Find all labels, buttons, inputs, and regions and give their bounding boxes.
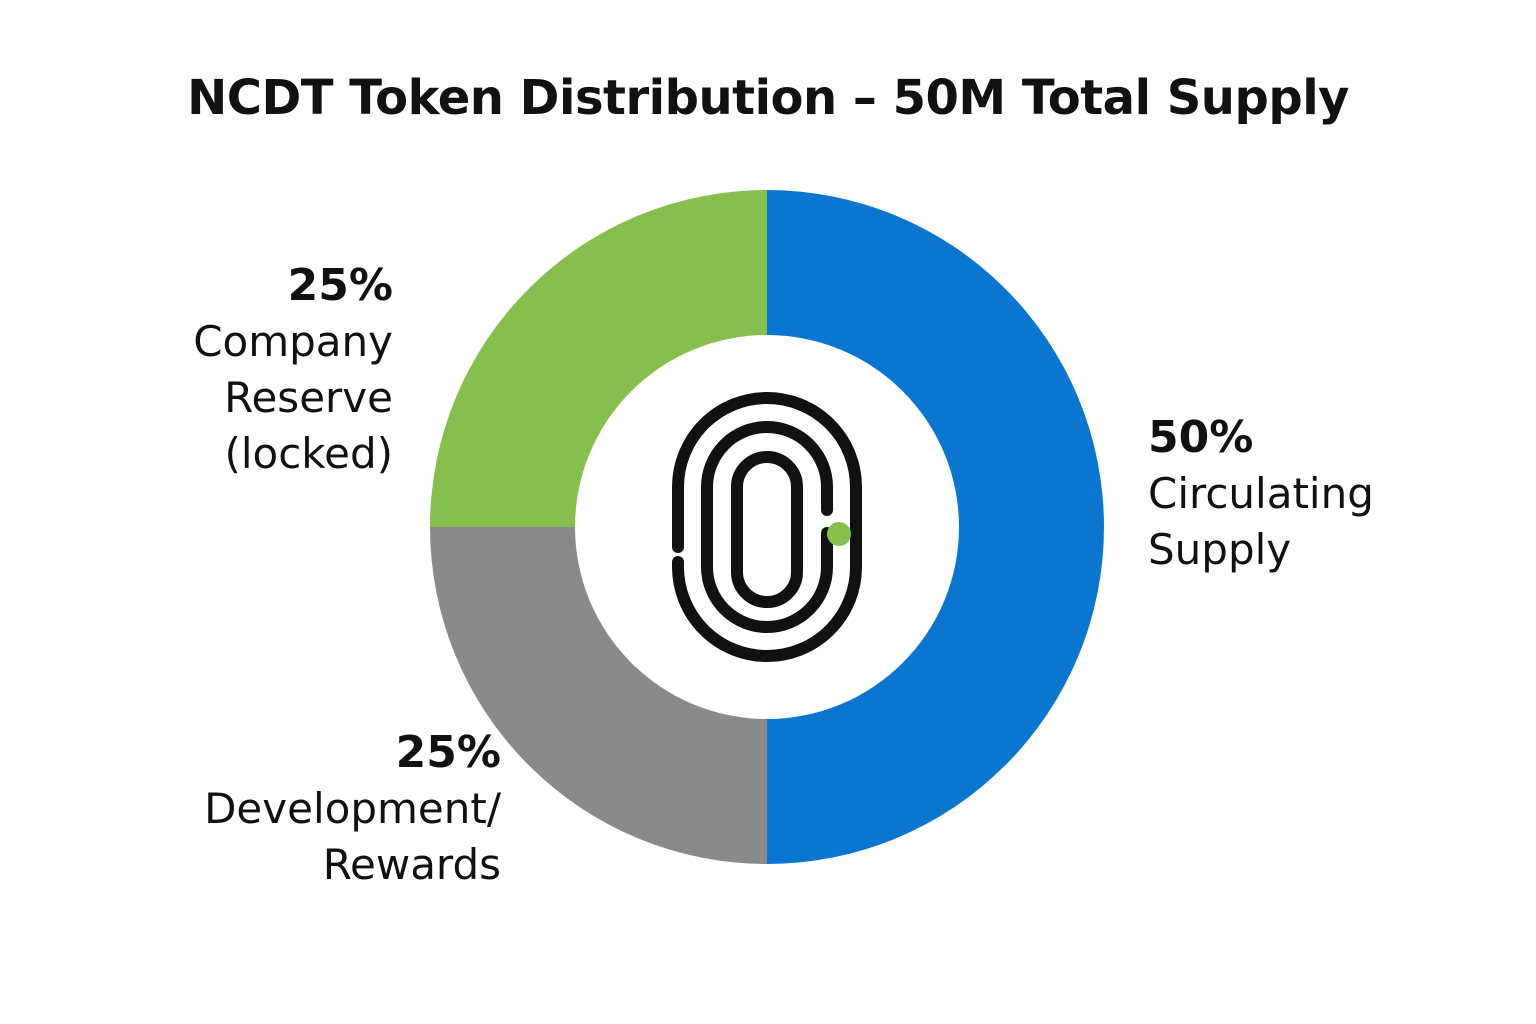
slice-percent-label: 25% (287, 260, 393, 311)
slice-name-line: Reserve (224, 373, 393, 422)
slice-name-line: Rewards (322, 840, 501, 889)
slice-name-line: Development/ (204, 784, 501, 833)
donut-hole (575, 335, 959, 719)
slice-label-circulating-supply: 50% Circulating Supply (1148, 410, 1374, 578)
fingerprint-icon (672, 392, 862, 662)
slice-name-line: (locked) (224, 429, 393, 478)
slice-label-company-reserve: 25% Company Reserve (locked) (193, 258, 393, 482)
slice-name-line: Company (193, 317, 393, 366)
chart-title: NCDT Token Distribution – 50M Total Supp… (187, 70, 1349, 126)
accent-dot-icon (827, 522, 851, 546)
slice-percent-label: 25% (395, 727, 501, 778)
slice-percent-label: 50% (1148, 412, 1254, 463)
slice-name-line: Circulating (1148, 469, 1374, 518)
slice-name-line: Supply (1148, 525, 1292, 574)
slice-label-development-rewards: 25% Development/ Rewards (204, 725, 501, 893)
